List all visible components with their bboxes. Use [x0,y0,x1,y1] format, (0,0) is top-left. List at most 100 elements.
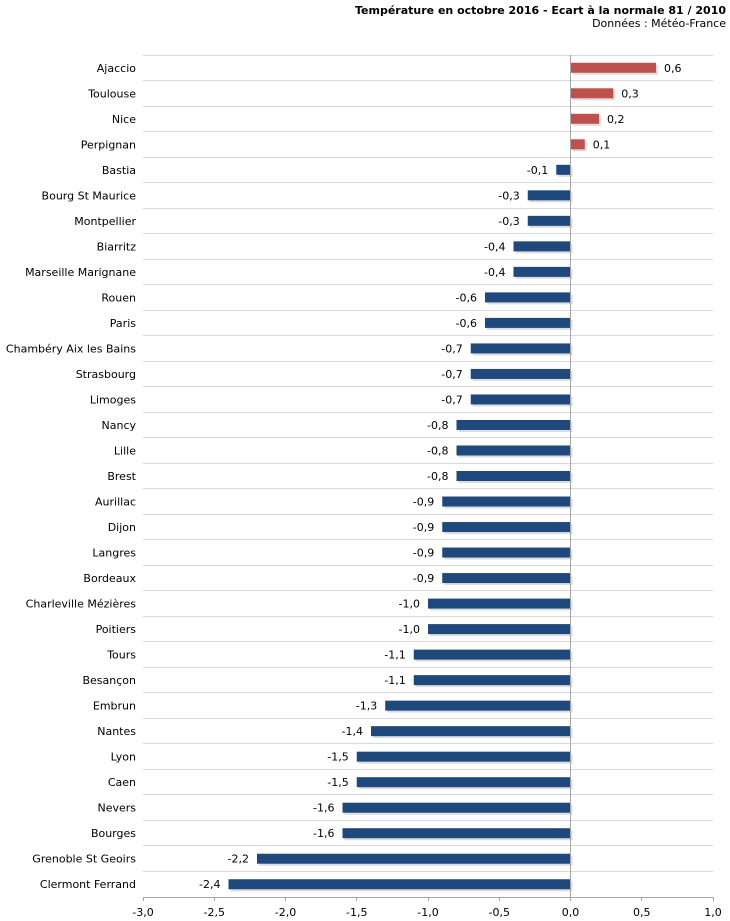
bar-lyon [356,751,571,762]
data-label-perpignan: 0,1 [593,138,611,151]
category-label-biarritz: Biarritz [97,240,137,253]
gridlines [143,55,713,872]
data-label-toulouse: 0,3 [621,87,639,100]
bar-dijon [442,522,571,533]
bar-bourg-st-maurice [527,190,571,201]
data-label-nice: 0,2 [607,113,625,126]
data-label-clermont-ferrand: -2,4 [199,878,220,891]
category-label-clermont-ferrand: Clermont Ferrand [40,878,136,891]
data-label-lyon: -1,5 [327,751,348,764]
category-label-nancy: Nancy [102,419,137,432]
data-labels: 0,6 0,3 0,2 0,1 -0,1 -0,3 -0,3 -0,4 -0,4 -0,6 -0,6… [199,62,681,891]
bar-aurillac [442,496,571,507]
data-label-lille: -0,8 [427,444,448,457]
bar-brest [456,471,571,481]
x-tick-label: 0,0 [562,906,580,919]
bar-ajaccio [570,62,656,73]
data-label-marseille-marignane: -0,4 [484,266,505,279]
category-label-langres: Langres [92,547,136,560]
bar-besancon [413,675,571,686]
bar-biarritz [513,241,571,252]
category-label-ajaccio: Ajaccio [97,62,136,75]
category-label-bourges: Bourges [91,827,136,840]
data-label-langres: -0,9 [413,547,434,560]
category-label-toulouse: Toulouse [87,87,136,100]
data-label-dijon: -0,9 [413,521,434,534]
bar-limoges [470,394,571,405]
data-label-chambery-aix-les-bains: -0,7 [441,342,462,355]
category-label-dijon: Dijon [108,521,136,534]
category-label-tours: Tours [106,649,136,662]
category-label-aurillac: Aurillac [95,496,136,509]
bar-strasbourg [470,368,571,379]
bar-rouen [485,292,571,303]
bar-nice [570,113,599,124]
category-label-strasbourg: Strasbourg [76,368,136,381]
category-label-nantes: Nantes [97,725,136,738]
category-label-nice: Nice [112,113,136,126]
x-tick-label: -1,0 [417,906,438,919]
data-label-brest: -0,8 [427,470,448,483]
data-label-besancon: -1,1 [384,674,405,687]
bar-grenoble-st-geoirs [257,853,571,864]
category-label-lyon: Lyon [111,751,136,764]
data-label-grenoble-st-geoirs: -2,2 [228,853,249,866]
bar-bastia [556,164,571,175]
bar-perpignan [570,139,585,150]
data-label-ajaccio: 0,6 [664,62,682,75]
bar-langres [442,547,571,558]
bar-paris [485,317,571,328]
data-label-bourg-st-maurice: -0,3 [498,189,519,202]
category-label-nevers: Nevers [97,802,136,815]
category-label-lille: Lille [114,444,136,457]
x-tick-label: -3,0 [132,906,153,919]
data-label-nevers: -1,6 [313,802,334,815]
data-label-montpellier: -0,3 [498,215,519,228]
category-label-marseille-marignane: Marseille Marignane [25,266,136,279]
x-tick-label: -0,5 [489,906,510,919]
data-label-charleville-mezieres: -1,0 [399,598,420,611]
category-label-poitiers: Poitiers [96,623,137,636]
bar-caen [356,777,571,788]
category-label-grenoble-st-geoirs: Grenoble St Geoirs [32,853,136,866]
x-tick-label: -1,5 [346,906,367,919]
data-label-rouen: -0,6 [456,291,477,304]
category-labels: Ajaccio Toulouse Nice Perpignan Bastia Bourg … [6,62,137,891]
x-tick-label: -2,0 [275,906,296,919]
data-label-bordeaux: -0,9 [413,572,434,585]
category-label-bordeaux: Bordeaux [83,572,136,585]
data-label-nancy: -0,8 [427,419,448,432]
bar-nevers [342,802,571,813]
bar-lille [456,445,571,456]
data-label-aurillac: -0,9 [413,496,434,509]
data-label-caen: -1,5 [327,776,348,789]
chart-title: Température en octobre 2016 - Ecart à la… [355,4,726,17]
bars [228,62,658,892]
category-label-charleville-mezieres: Charleville Mézières [26,598,137,611]
x-tick-label: 1,0 [704,906,722,919]
bar-poitiers [428,624,571,635]
x-tick-label: -2,5 [204,906,225,919]
bar-tours [413,649,571,660]
category-label-limoges: Limoges [90,393,136,406]
category-label-embrun: Embrun [93,700,136,713]
data-label-poitiers: -1,0 [399,623,420,636]
bar-montpellier [527,215,571,226]
bar-embrun [385,700,571,711]
data-label-nantes: -1,4 [342,725,363,738]
x-axis-ticks: -3,0 -2,5 -2,0 -1,5 -1,0 -0,5 0,0 0,5 1,0 [132,897,722,919]
bar-nancy [456,419,571,430]
x-tick-label: 0,5 [633,906,651,919]
category-label-besancon: Besançon [82,674,136,687]
category-label-rouen: Rouen [101,291,136,304]
bar-clermont-ferrand [228,879,571,890]
data-label-paris: -0,6 [456,317,477,330]
category-label-bastia: Bastia [102,164,136,177]
category-label-caen: Caen [108,776,136,789]
data-label-limoges: -0,7 [441,393,462,406]
category-label-perpignan: Perpignan [81,138,136,151]
bar-nantes [371,726,571,737]
data-label-embrun: -1,3 [356,700,377,713]
bar-marseille-marignane [513,266,571,277]
